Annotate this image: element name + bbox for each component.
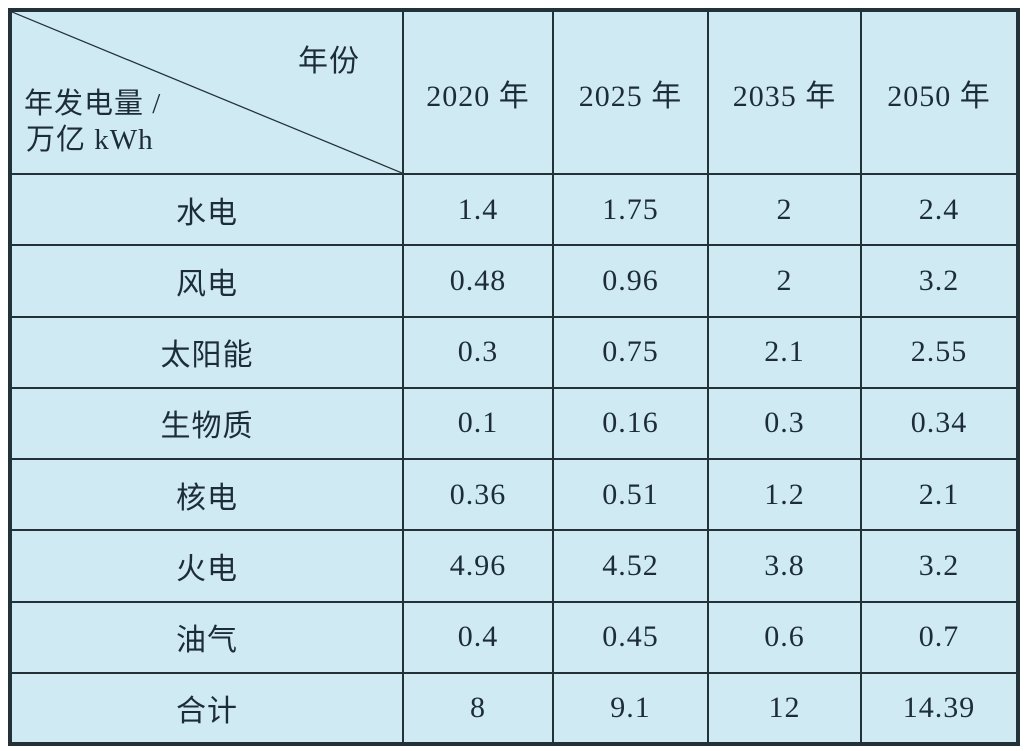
row-label-wind: 风电: [9, 244, 404, 318]
table-row-total: 合计 8 9.1 12 14.39: [9, 671, 1019, 746]
table-cell: 0.7: [860, 600, 1019, 674]
corner-header-cell: 年份 年发电量 / 万亿 kWh: [9, 9, 404, 175]
table-row-oil-gas: 油气 0.4 0.45 0.6 0.7: [9, 600, 1019, 674]
table-cell: 0.51: [552, 457, 709, 532]
table-cell: 3.2: [860, 244, 1019, 318]
table-row-biomass: 生物质 0.1 0.16 0.3 0.34: [9, 386, 1019, 461]
column-header-2025: 2025 年: [552, 9, 709, 175]
column-header-2050: 2050 年: [860, 9, 1019, 175]
annual-power-generation-table: 年份 年发电量 / 万亿 kWh 2020 年 2025 年 2035 年 20…: [8, 8, 1020, 746]
diagonal-divider-line: [12, 12, 401, 172]
table-cell: 0.3: [707, 386, 862, 461]
table-cell: 0.48: [402, 244, 554, 318]
table-cell: 0.75: [552, 315, 709, 389]
table-cell: 0.4: [402, 600, 554, 674]
column-header-2035: 2035 年: [707, 9, 862, 175]
corner-row-axis-label-line1: 年发电量 /: [24, 88, 162, 120]
table-cell: 2.1: [860, 457, 1019, 532]
table-cell: 2.1: [707, 315, 862, 389]
table-cell: 12: [707, 671, 862, 746]
row-label-thermal: 火电: [9, 529, 404, 603]
table-cell: 2: [707, 244, 862, 318]
table-row-hydro: 水电 1.4 1.75 2 2.4: [9, 172, 1019, 247]
table-cell: 0.16: [552, 386, 709, 461]
table-cell: 2.55: [860, 315, 1019, 389]
row-label-nuclear: 核电: [9, 457, 404, 532]
table-cell: 0.45: [552, 600, 709, 674]
row-label-biomass: 生物质: [9, 386, 404, 461]
table-cell: 4.96: [402, 529, 554, 603]
table-cell: 9.1: [552, 671, 709, 746]
table-cell: 0.96: [552, 244, 709, 318]
table-cell: 0.1: [402, 386, 554, 461]
table-cell: 2: [707, 172, 862, 247]
table-cell: 1.4: [402, 172, 554, 247]
table-cell: 8: [402, 671, 554, 746]
corner-year-label: 年份: [298, 45, 360, 78]
table-row-solar: 太阳能 0.3 0.75 2.1 2.55: [9, 315, 1019, 389]
table-cell: 3.8: [707, 529, 862, 603]
table-cell: 0.34: [860, 386, 1019, 461]
corner-row-axis-label-line2: 万亿 kWh: [26, 124, 154, 156]
table-cell: 4.52: [552, 529, 709, 603]
table-cell: 2.4: [860, 172, 1019, 247]
row-label-oil-gas: 油气: [9, 600, 404, 674]
column-header-2020: 2020 年: [402, 9, 554, 175]
table-cell: 0.3: [402, 315, 554, 389]
table-row-thermal: 火电 4.96 4.52 3.8 3.2: [9, 529, 1019, 603]
row-label-hydro: 水电: [9, 172, 404, 247]
table-row-wind: 风电 0.48 0.96 2 3.2: [9, 244, 1019, 318]
table-cell: 1.2: [707, 457, 862, 532]
header-row: 年份 年发电量 / 万亿 kWh 2020 年 2025 年 2035 年 20…: [9, 9, 1019, 175]
table-cell: 3.2: [860, 529, 1019, 603]
table-row-nuclear: 核电 0.36 0.51 1.2 2.1: [9, 457, 1019, 532]
table-cell: 14.39: [860, 671, 1019, 746]
table-cell: 0.6: [707, 600, 862, 674]
row-label-solar: 太阳能: [9, 315, 404, 389]
table-cell: 1.75: [552, 172, 709, 247]
table-cell: 0.36: [402, 457, 554, 532]
row-label-total: 合计: [9, 671, 404, 746]
